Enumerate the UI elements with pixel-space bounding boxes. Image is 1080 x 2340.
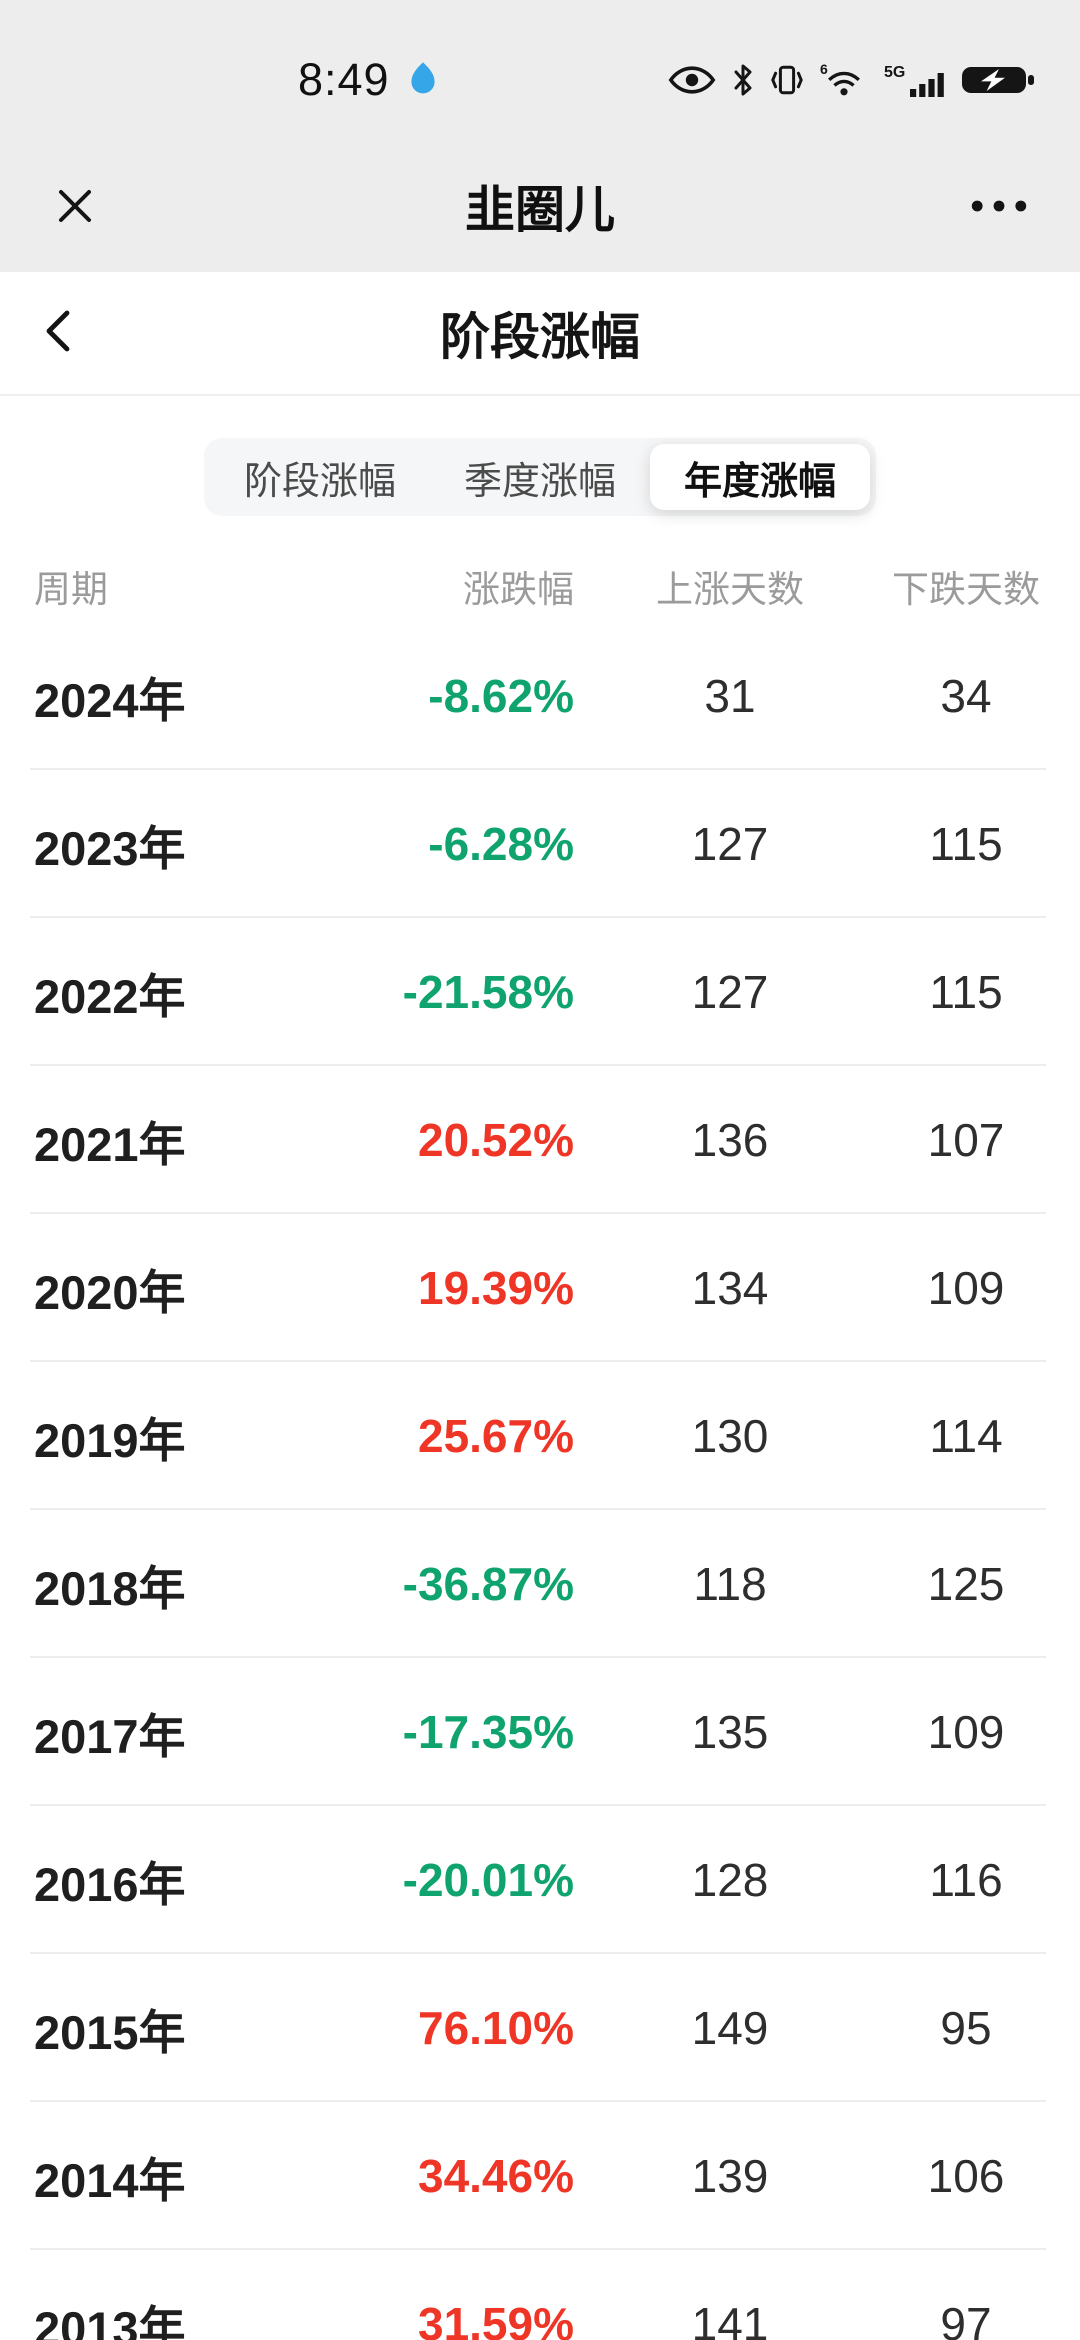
cell-down-days: 125 xyxy=(927,1558,1005,1610)
cell-change: 34.46% xyxy=(417,2150,574,2202)
tab-3[interactable]: 年度涨幅 xyxy=(650,444,870,510)
stats-table: 周期 涨跌幅 上涨天数 下跌天数 2024年 -8.62% 31 34 2023… xyxy=(0,550,1080,2340)
cell-period: 2016年 xyxy=(34,1857,186,1911)
table-row: 2015年 76.10% 149 95 xyxy=(0,1954,1080,2102)
status-bar: 8:49 xyxy=(0,0,1080,140)
table-row: 2013年 31.59% 141 97 xyxy=(0,2250,1080,2340)
tab-2[interactable]: 季度涨幅 xyxy=(430,444,650,510)
cell-period: 2018年 xyxy=(34,1561,186,1615)
cell-change: 25.67% xyxy=(417,1410,574,1462)
cell-period: 2022年 xyxy=(34,969,186,1023)
cell-change: 20.52% xyxy=(417,1114,574,1166)
back-icon[interactable] xyxy=(38,306,80,361)
cell-period: 2019年 xyxy=(34,1413,186,1467)
status-icons: 6 5G xyxy=(668,61,1036,99)
header-up-days: 上涨天数 xyxy=(656,569,804,610)
tab-1[interactable]: 阶段涨幅 xyxy=(210,444,430,510)
more-icon[interactable] xyxy=(970,199,1028,213)
cell-change: -20.01% xyxy=(402,1854,574,1906)
cell-up-days: 127 xyxy=(691,818,769,870)
cell-down-days: 114 xyxy=(929,1410,1003,1462)
cell-up-days: 128 xyxy=(691,1854,769,1906)
cell-down-days: 95 xyxy=(940,2002,992,2054)
cell-period: 2017年 xyxy=(34,1709,186,1763)
page-header: 阶段涨幅 xyxy=(0,272,1080,396)
cell-period: 2021年 xyxy=(34,1117,186,1171)
segmented-tabs: 阶段涨幅 季度涨幅 年度涨幅 xyxy=(204,438,876,516)
table-row: 2022年 -21.58% 127 115 xyxy=(0,918,1080,1066)
table-body[interactable]: 2024年 -8.62% 31 34 2023年 -6.28% 127 115 … xyxy=(0,622,1080,2340)
cell-down-days: 107 xyxy=(927,1114,1005,1166)
cell-change: 76.10% xyxy=(417,2002,574,2054)
cell-period: 2014年 xyxy=(34,2153,186,2207)
cell-up-days: 135 xyxy=(691,1706,769,1758)
cell-down-days: 109 xyxy=(927,1706,1005,1758)
wifi6-icon: 6 xyxy=(820,61,868,99)
svg-text:5G: 5G xyxy=(884,64,905,81)
wechat-nav-bar: 韭圈儿 xyxy=(0,140,1080,272)
cell-up-days: 139 xyxy=(691,2150,769,2202)
cell-down-days: 109 xyxy=(927,1262,1005,1314)
battery-charging-icon xyxy=(960,61,1036,99)
cell-down-days: 97 xyxy=(940,2298,992,2340)
cell-change: -17.35% xyxy=(402,1706,574,1758)
page-title: 阶段涨幅 xyxy=(440,309,640,365)
table-row: 2014年 34.46% 139 106 xyxy=(0,2102,1080,2250)
table-row: 2016年 -20.01% 128 116 xyxy=(0,1806,1080,1954)
vibrate-icon xyxy=(770,62,804,98)
table-row: 2023年 -6.28% 127 115 xyxy=(0,770,1080,918)
bluetooth-icon xyxy=(732,62,754,98)
cell-up-days: 130 xyxy=(691,1410,769,1462)
cell-change: 19.39% xyxy=(417,1262,574,1314)
table-row: 2018年 -36.87% 118 125 xyxy=(0,1510,1080,1658)
table-row: 2017年 -17.35% 135 109 xyxy=(0,1658,1080,1806)
cell-up-days: 136 xyxy=(691,1114,769,1166)
cell-change: 31.59% xyxy=(417,2298,574,2340)
cell-period: 2023年 xyxy=(34,821,186,875)
cell-up-days: 141 xyxy=(691,2298,769,2340)
table-header-row: 周期 涨跌幅 上涨天数 下跌天数 xyxy=(0,550,1080,622)
cell-change: -8.62% xyxy=(428,670,574,722)
cell-period: 2015年 xyxy=(34,2005,186,2059)
cell-up-days: 149 xyxy=(691,2002,769,2054)
app-title: 韭圈儿 xyxy=(465,182,615,238)
svg-text:6: 6 xyxy=(820,61,828,77)
cell-down-days: 116 xyxy=(929,1854,1003,1906)
table-row: 2019年 25.67% 130 114 xyxy=(0,1362,1080,1510)
signal-5g-icon: 5G xyxy=(884,61,944,99)
cell-down-days: 115 xyxy=(929,966,1003,1018)
cell-change: -21.58% xyxy=(402,966,574,1018)
tab-label: 年度涨幅 xyxy=(683,460,836,503)
header-change: 涨跌幅 xyxy=(463,569,574,610)
status-left: 8:49 xyxy=(298,54,438,106)
table-row: 2024年 -8.62% 31 34 xyxy=(0,622,1080,770)
cell-down-days: 115 xyxy=(929,818,1003,870)
table-row: 2021年 20.52% 136 107 xyxy=(0,1066,1080,1214)
close-icon[interactable] xyxy=(52,183,98,229)
eye-protection-icon xyxy=(668,63,716,97)
cell-up-days: 31 xyxy=(704,670,756,722)
tab-label: 季度涨幅 xyxy=(463,460,616,503)
cell-down-days: 106 xyxy=(927,2150,1005,2202)
table-row: 2020年 19.39% 134 109 xyxy=(0,1214,1080,1362)
top-gray-area: 8:49 xyxy=(0,0,1080,272)
cell-up-days: 134 xyxy=(691,1262,769,1314)
cell-up-days: 118 xyxy=(693,1558,767,1610)
cell-change: -6.28% xyxy=(428,818,574,870)
cell-change: -36.87% xyxy=(402,1558,574,1610)
header-down-days: 下跌天数 xyxy=(892,569,1040,610)
cell-period: 2024年 xyxy=(34,673,186,727)
notification-drop-icon xyxy=(408,60,438,101)
cell-period: 2013年 xyxy=(34,2301,186,2340)
cell-down-days: 34 xyxy=(940,670,992,722)
tab-label: 阶段涨幅 xyxy=(243,460,396,503)
clock: 8:49 xyxy=(298,54,390,105)
cell-up-days: 127 xyxy=(691,966,769,1018)
header-period: 周期 xyxy=(34,569,108,610)
cell-period: 2020年 xyxy=(34,1265,186,1319)
tabs-wrap: 阶段涨幅 季度涨幅 年度涨幅 xyxy=(0,438,1080,516)
